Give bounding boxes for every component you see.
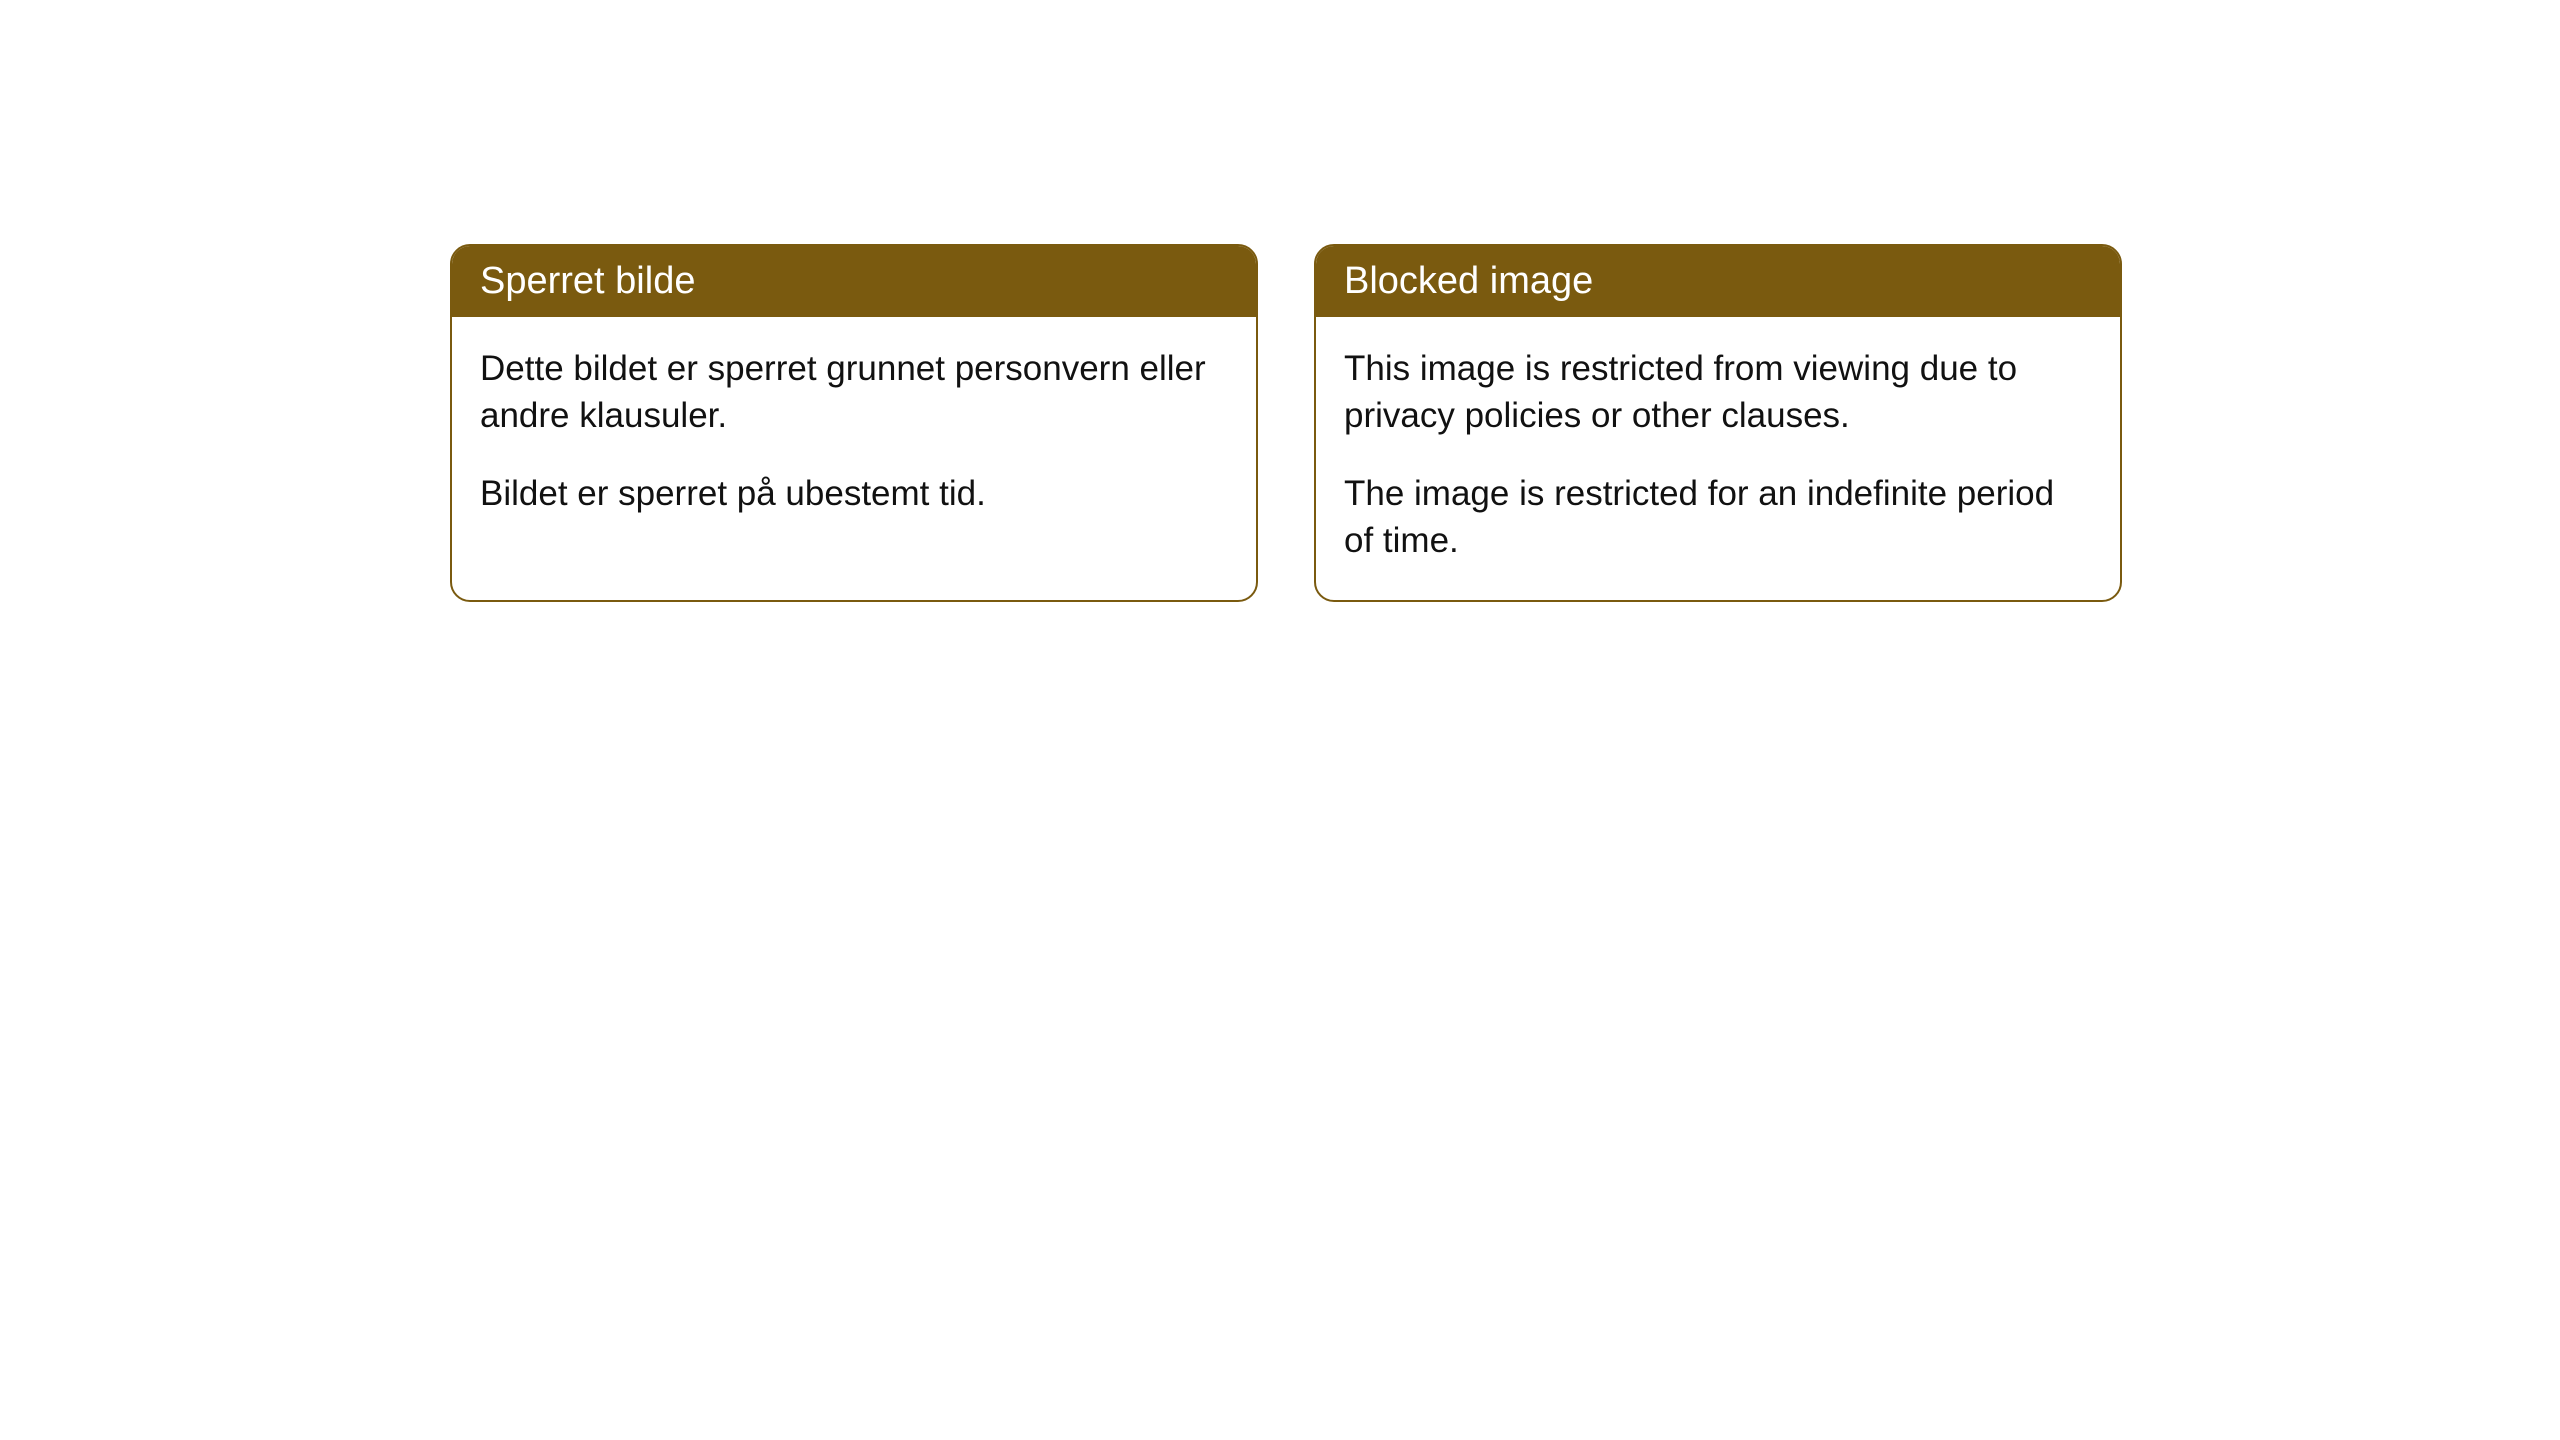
card-header: Sperret bilde [452,246,1256,317]
notice-card-english: Blocked image This image is restricted f… [1314,244,2122,602]
card-paragraph: This image is restricted from viewing du… [1344,345,2092,440]
card-paragraph: Bildet er sperret på ubestemt tid. [480,470,1228,517]
card-body: Dette bildet er sperret grunnet personve… [452,317,1256,553]
card-title: Blocked image [1344,260,1593,302]
card-header: Blocked image [1316,246,2120,317]
card-paragraph: Dette bildet er sperret grunnet personve… [480,345,1228,440]
notice-card-norwegian: Sperret bilde Dette bildet er sperret gr… [450,244,1258,602]
card-body: This image is restricted from viewing du… [1316,317,2120,600]
notice-cards-container: Sperret bilde Dette bildet er sperret gr… [450,244,2122,602]
card-title: Sperret bilde [480,260,695,302]
card-paragraph: The image is restricted for an indefinit… [1344,470,2092,565]
